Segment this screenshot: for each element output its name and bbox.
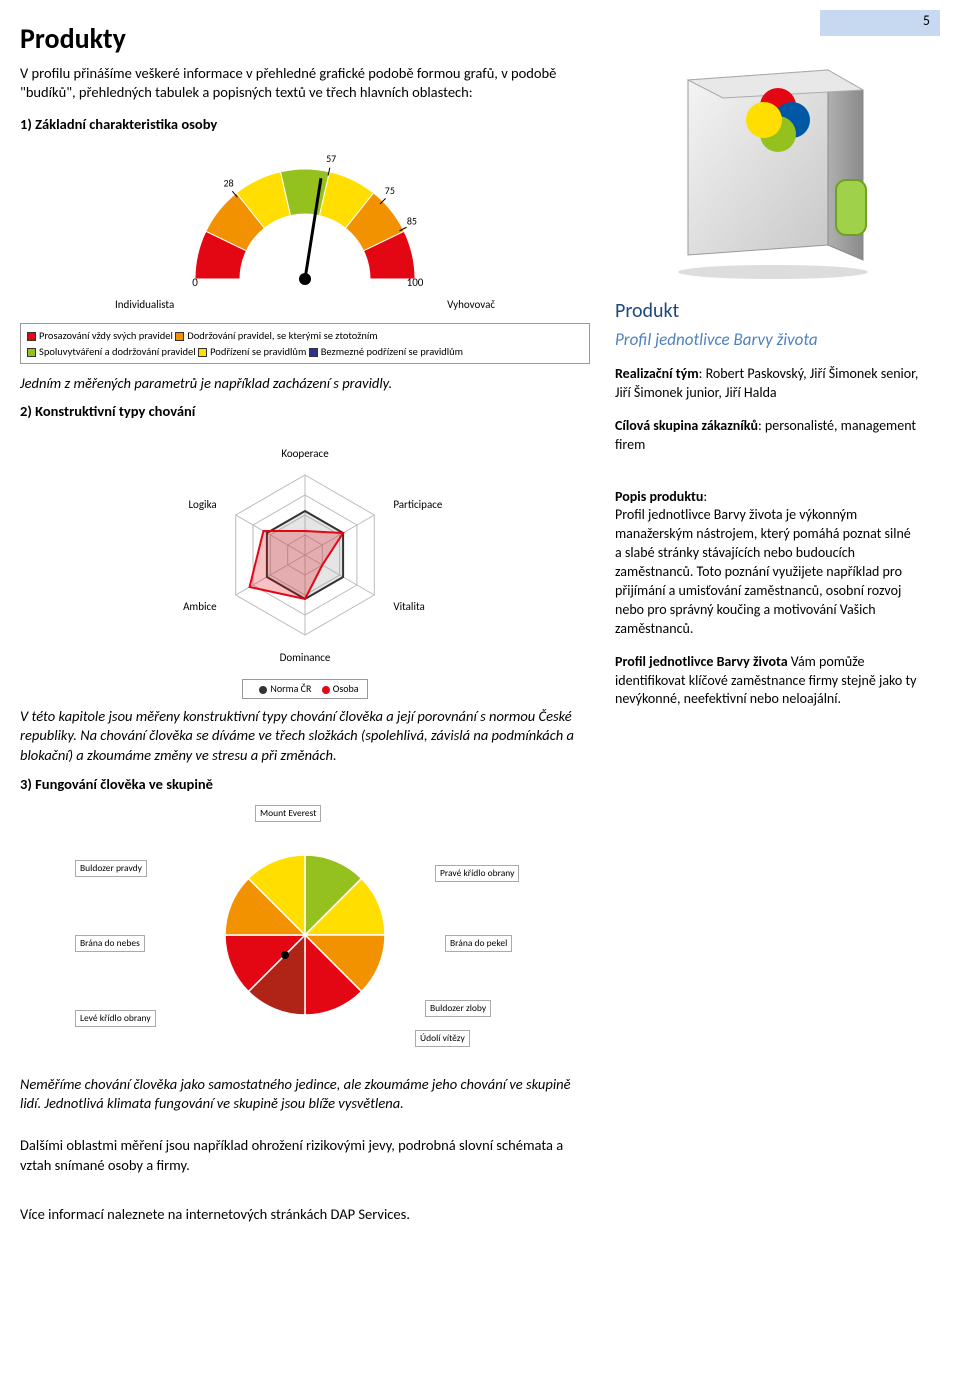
svg-text:57: 57 (326, 152, 336, 165)
sidebar-heading: Produkt (615, 298, 920, 325)
pie-slice-label: Pravé křídlo obrany (435, 865, 519, 882)
svg-text:0: 0 (192, 276, 198, 289)
intro-text: V profilu přinášíme veškeré informace v … (20, 64, 590, 103)
radar-legend-norm: Norma ČR (270, 682, 311, 695)
section2-heading: 2) Konstruktivní typy chování (20, 402, 590, 422)
pie-chart: Mount Everest Pravé křídlo obrany Brána do… (75, 805, 535, 1065)
sidebar-subheading: Profil jednotlivce Barvy života (615, 329, 920, 351)
page-title: Produkty (20, 20, 590, 58)
product-image (648, 50, 888, 280)
svg-text:Kooperace: Kooperace (281, 447, 329, 460)
legend-caption: Jedním z měřených parametrů je například… (20, 374, 590, 394)
sidebar-target: Cílová skupina zákazníků: personalisté, … (615, 417, 920, 455)
svg-text:100: 100 (407, 276, 424, 289)
pie-slice-label: Levé křídlo obrany (75, 1010, 156, 1027)
svg-text:Vitalita: Vitalita (393, 600, 424, 613)
sidebar-desc2: Profil jednotlivce Barvy života Vám pomů… (615, 653, 920, 710)
sidebar-team: Realizační tým: Robert Paskovský, Jiří Š… (615, 365, 920, 403)
svg-text:75: 75 (385, 185, 395, 198)
gauge-left-label: Individualista (115, 298, 174, 313)
svg-text:Participace: Participace (393, 498, 443, 511)
pie-slice-label: Brána do nebes (75, 935, 145, 952)
page-number: 5 (820, 10, 940, 36)
svg-text:28: 28 (223, 177, 233, 190)
radar-legend-osoba: Osoba (333, 682, 359, 695)
pie-slice-label: Buldozer zloby (425, 1000, 491, 1017)
section3-heading: 3) Fungování člověka ve skupině (20, 775, 590, 795)
svg-text:Dominance: Dominance (280, 651, 331, 664)
closing-1: Dalšími oblastmi měření jsou například o… (20, 1136, 590, 1175)
gauge-legend: Prosazování vždy svých pravidel Dodržová… (20, 323, 590, 365)
svg-text:Ambice: Ambice (183, 600, 217, 613)
pie-slice-label: Brána do pekel (445, 935, 512, 952)
pie-slice-label: Údolí vítězy (415, 1030, 470, 1047)
sidebar-desc: Popis produktu: Profil jednotlivce Barvy… (615, 469, 920, 639)
svg-text:Logika: Logika (188, 498, 216, 511)
gauge-chart: 28 57 75 85 0 100 Individualista Vyhovovač (115, 144, 495, 312)
pie-slice-label: Buldozer pravdy (75, 860, 147, 877)
radar-caption: V této kapitole jsou měřeny konstruktivn… (20, 707, 590, 766)
svg-text:85: 85 (407, 215, 417, 228)
gauge-right-label: Vyhovovač (447, 298, 495, 313)
closing-2: Více informací naleznete na internetovýc… (20, 1205, 590, 1225)
radar-chart: Kooperace Participace Vitalita Dominance Amb… (125, 430, 485, 699)
pie-caption: Neměříme chování člověka jako samostatné… (20, 1075, 590, 1114)
section1-heading: 1) Základní charakteristika osoby (20, 115, 590, 135)
pie-slice-label: Mount Everest (255, 805, 321, 822)
